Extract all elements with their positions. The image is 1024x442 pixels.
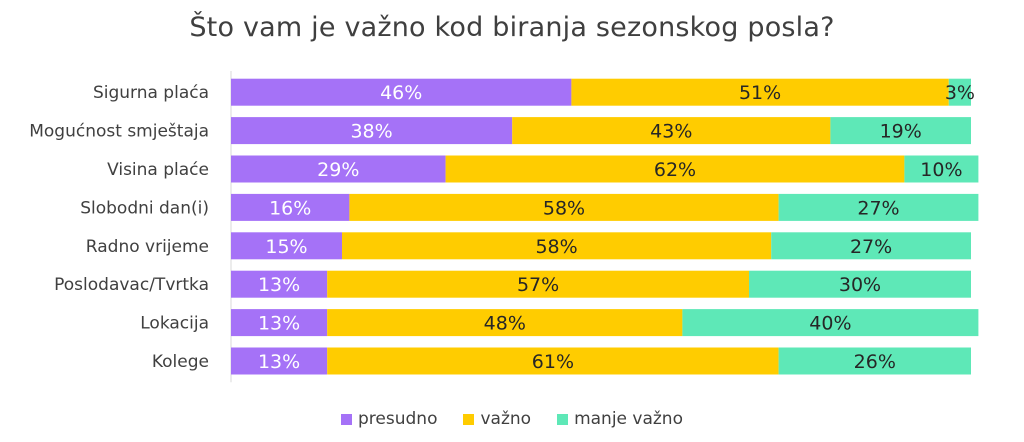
data-label-vazno-kolege: 61%: [532, 351, 574, 373]
bar-presudno-poslodavac-tvrtka: [231, 270, 328, 298]
bar-manje-vazno-kolege: [778, 347, 971, 375]
category-label-radno-vrijeme: Radno vrijeme: [86, 237, 209, 257]
data-label-vazno-lokacija: 48%: [484, 313, 526, 335]
data-label-presudno-visina-place: 29%: [317, 159, 359, 181]
legend-item-vazno: važno: [463, 409, 531, 429]
bar-presudno-sigurna-placa: [231, 78, 572, 106]
chart-title: Što vam je važno kod biranja sezonskog p…: [189, 12, 835, 43]
legend-swatch-manje-vazno: [557, 413, 569, 425]
bar-manje-vazno-poslodavac-tvrtka: [749, 270, 971, 298]
data-label-presudno-slobodni-dan-i: 16%: [269, 197, 311, 219]
data-label-presudno-kolege: 13%: [258, 351, 300, 373]
bar-manje-vazno-visina-place: [904, 155, 979, 183]
data-label-manje-vazno-kolege: 26%: [854, 351, 896, 373]
bar-presudno-mogucnost-smjestaja: [231, 117, 513, 145]
data-label-vazno-sigurna-placa: 51%: [739, 82, 781, 104]
legend-item-presudno: presudno: [341, 409, 437, 429]
bar-presudno-radno-vrijeme: [231, 232, 342, 260]
data-label-presudno-poslodavac-tvrtka: 13%: [258, 274, 300, 296]
bar-presudno-kolege: [231, 347, 328, 375]
data-label-vazno-poslodavac-tvrtka: 57%: [517, 274, 559, 296]
bar-vazno-radno-vrijeme: [342, 232, 772, 260]
bar-vazno-poslodavac-tvrtka: [327, 270, 749, 298]
data-label-presudno-sigurna-placa: 46%: [380, 82, 422, 104]
data-label-manje-vazno-mogucnost-smjestaja: 19%: [880, 121, 922, 143]
bar-vazno-kolege: [327, 347, 779, 375]
bar-vazno-mogucnost-smjestaja: [512, 117, 831, 145]
bar-vazno-lokacija: [327, 309, 683, 337]
data-label-presudno-radno-vrijeme: 15%: [265, 236, 307, 258]
category-label-sigurna-placa: Sigurna plaća: [93, 83, 209, 103]
bar-vazno-slobodni-dan-i: [349, 193, 779, 221]
category-label-visina-place: Visina plaće: [107, 160, 209, 180]
bar-vazno-visina-place: [445, 155, 905, 183]
bar-manje-vazno-lokacija: [682, 309, 979, 337]
category-label-slobodni-dan-i: Slobodni dan(i): [80, 198, 209, 218]
data-label-vazno-visina-place: 62%: [654, 159, 696, 181]
data-label-presudno-lokacija: 13%: [258, 313, 300, 335]
data-label-manje-vazno-sigurna-placa: 3%: [945, 82, 975, 104]
legend: presudno važno manje važno: [0, 409, 1024, 429]
legend-label-manje-vazno: manje važno: [574, 409, 683, 429]
bar-presudno-lokacija: [231, 309, 328, 337]
legend-swatch-vazno: [463, 413, 475, 425]
data-label-vazno-slobodni-dan-i: 58%: [543, 197, 585, 219]
data-label-manje-vazno-poslodavac-tvrtka: 30%: [839, 274, 881, 296]
category-label-lokacija: Lokacija: [140, 314, 209, 334]
legend-label-presudno: presudno: [358, 409, 438, 429]
data-label-manje-vazno-visina-place: 10%: [920, 159, 962, 181]
category-label-mogucnost-smjestaja: Mogućnost smještaja: [29, 122, 209, 142]
category-label-poslodavac-tvrtka: Poslodavac/Tvrtka: [54, 275, 209, 295]
data-label-manje-vazno-slobodni-dan-i: 27%: [857, 197, 899, 219]
bar-presudno-visina-place: [231, 155, 446, 183]
bar-manje-vazno-slobodni-dan-i: [778, 193, 979, 221]
bar-manje-vazno-radno-vrijeme: [771, 232, 971, 260]
category-label-kolege: Kolege: [152, 352, 209, 372]
legend-swatch-presudno: [341, 413, 353, 425]
bar-presudno-slobodni-dan-i: [231, 193, 350, 221]
legend-item-manje-vazno: manje važno: [557, 409, 683, 429]
data-label-vazno-mogucnost-smjestaja: 43%: [650, 121, 692, 143]
bar-vazno-sigurna-placa: [571, 78, 949, 106]
data-label-presudno-mogucnost-smjestaja: 38%: [350, 121, 392, 143]
bar-manje-vazno-sigurna-placa: [948, 78, 971, 106]
data-label-manje-vazno-radno-vrijeme: 27%: [850, 236, 892, 258]
data-label-manje-vazno-lokacija: 40%: [809, 313, 851, 335]
bar-manje-vazno-mogucnost-smjestaja: [830, 117, 971, 145]
data-label-vazno-radno-vrijeme: 58%: [535, 236, 577, 258]
legend-label-vazno: važno: [480, 409, 532, 429]
